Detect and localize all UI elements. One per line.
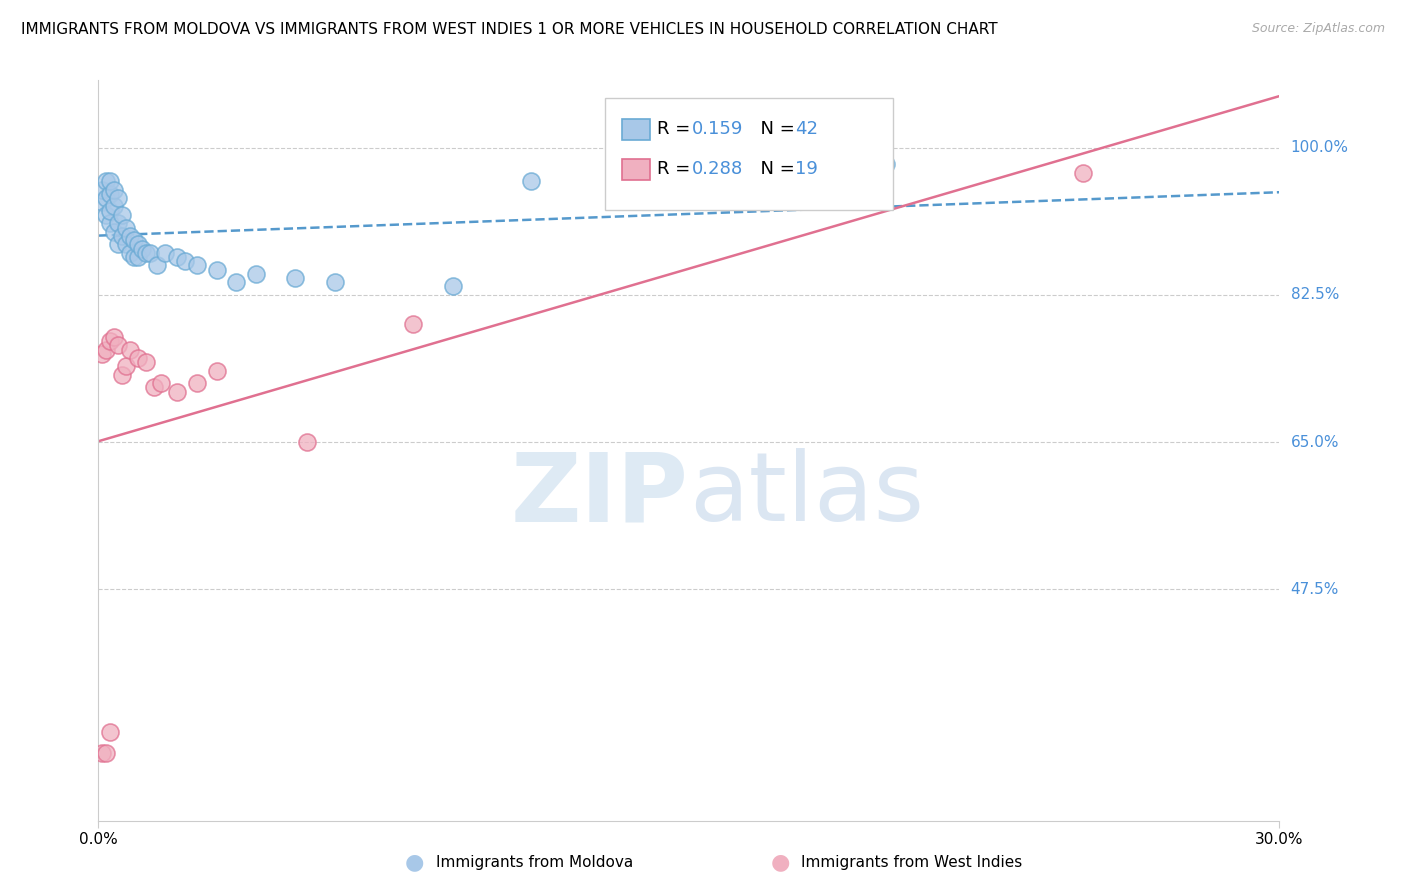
Text: R =: R =: [657, 161, 696, 178]
Point: [103, 330, 125, 344]
Text: ZIP: ZIP: [510, 449, 689, 541]
Point: [96, 208, 118, 222]
Point: [135, 355, 157, 369]
Point: [96, 343, 118, 357]
Point: [1071, 166, 1094, 180]
Point: [138, 245, 160, 260]
Point: [98, 216, 121, 230]
Point: [115, 220, 138, 235]
Point: [166, 384, 188, 399]
Point: [107, 237, 129, 252]
Point: [91, 195, 114, 210]
Point: [737, 166, 759, 180]
Point: [118, 228, 141, 243]
Point: [186, 259, 208, 273]
Point: [150, 376, 173, 391]
Point: [875, 157, 897, 171]
Point: [98, 334, 121, 348]
Text: 19: 19: [794, 161, 818, 178]
Point: [205, 262, 228, 277]
Text: atlas: atlas: [689, 449, 924, 541]
Text: ●: ●: [770, 853, 790, 872]
Point: [96, 174, 118, 188]
Point: [98, 186, 121, 201]
Point: [111, 368, 134, 382]
Text: 65.0%: 65.0%: [1291, 434, 1339, 450]
Text: Source: ZipAtlas.com: Source: ZipAtlas.com: [1251, 22, 1385, 36]
Text: 100.0%: 100.0%: [1291, 140, 1348, 155]
Point: [205, 363, 228, 377]
Text: 47.5%: 47.5%: [1291, 582, 1339, 597]
Point: [91, 747, 114, 761]
Point: [115, 359, 138, 374]
Point: [520, 174, 543, 188]
Point: [118, 343, 141, 357]
Point: [402, 318, 425, 332]
Point: [122, 250, 145, 264]
Text: R =: R =: [657, 120, 696, 138]
Point: [146, 259, 169, 273]
Point: [127, 351, 149, 365]
Point: [155, 245, 177, 260]
Text: N =: N =: [748, 161, 800, 178]
Text: IMMIGRANTS FROM MOLDOVA VS IMMIGRANTS FROM WEST INDIES 1 OR MORE VEHICLES IN HOU: IMMIGRANTS FROM MOLDOVA VS IMMIGRANTS FR…: [21, 22, 998, 37]
Point: [96, 191, 118, 205]
Point: [186, 376, 208, 391]
Point: [103, 183, 125, 197]
Point: [107, 191, 129, 205]
Point: [115, 237, 138, 252]
Point: [166, 250, 188, 264]
Point: [135, 245, 157, 260]
Text: Immigrants from Moldova: Immigrants from Moldova: [436, 855, 633, 870]
Text: Immigrants from West Indies: Immigrants from West Indies: [801, 855, 1022, 870]
Text: 0.159: 0.159: [692, 120, 744, 138]
Point: [127, 237, 149, 252]
Point: [91, 183, 114, 197]
Point: [284, 271, 307, 285]
Point: [96, 747, 118, 761]
Point: [245, 267, 267, 281]
Point: [111, 208, 134, 222]
Text: 42: 42: [794, 120, 818, 138]
Point: [323, 275, 346, 289]
Text: N =: N =: [748, 120, 800, 138]
Point: [225, 275, 247, 289]
Point: [142, 380, 165, 394]
Point: [131, 242, 153, 256]
Point: [441, 279, 464, 293]
Point: [295, 435, 318, 450]
Point: [111, 228, 134, 243]
Point: [118, 245, 141, 260]
Point: [98, 725, 121, 739]
Point: [122, 233, 145, 247]
Text: ●: ●: [405, 853, 425, 872]
Point: [91, 347, 114, 361]
Point: [127, 250, 149, 264]
Point: [174, 254, 197, 268]
Point: [98, 174, 121, 188]
Point: [107, 338, 129, 352]
Point: [98, 203, 121, 218]
Point: [103, 225, 125, 239]
Text: 82.5%: 82.5%: [1291, 287, 1339, 302]
Point: [103, 199, 125, 213]
Text: 0.288: 0.288: [692, 161, 744, 178]
Point: [107, 216, 129, 230]
